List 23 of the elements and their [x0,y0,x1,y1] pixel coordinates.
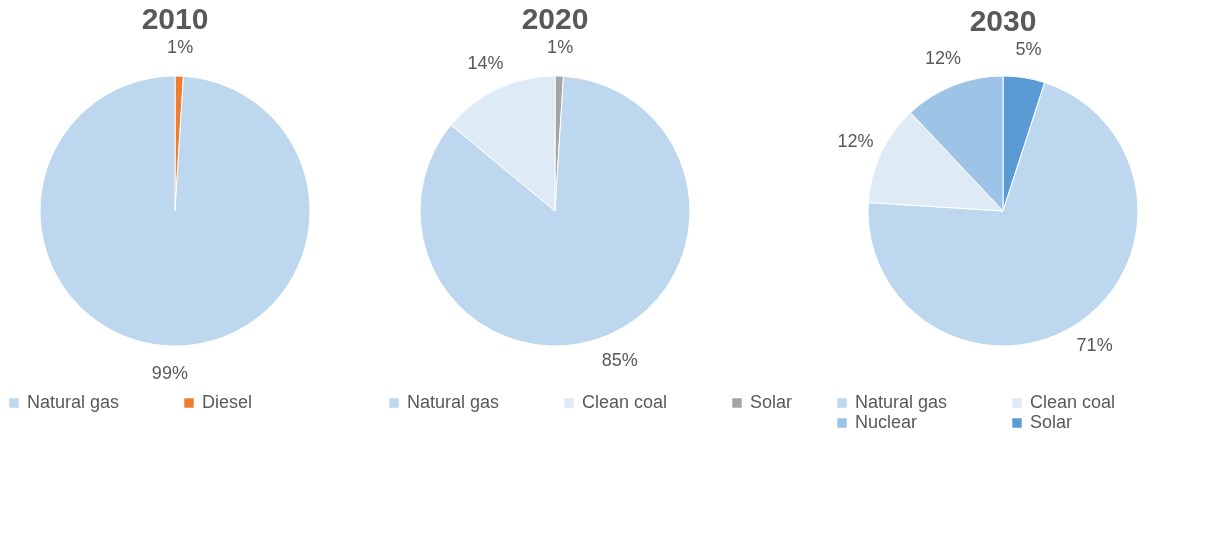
data-label: 5% [1015,39,1042,60]
pie-slice [419,75,691,347]
legend-label: Solar [1030,412,1073,432]
legend-label: Solar [750,392,793,412]
legend-label: Diesel [202,392,253,412]
slice-label: Natural gas [855,392,948,412]
legend-label: Natural gas [27,392,120,412]
legend-label: Clean coal [1030,392,1116,412]
chart-title: 2030 [969,4,1037,38]
chart-title: 2020 [521,2,589,36]
data-label: 12% [837,130,874,151]
data-label: 1% [167,37,194,58]
legend-label: Nuclear [855,412,918,432]
legend-label: Natural gas [407,392,500,412]
data-label: 1% [547,37,574,58]
legend-label: Clean coal [582,392,668,412]
pie-slice [39,75,311,347]
chart-title: 2010 [141,2,209,36]
data-label: 14% [467,52,504,73]
data-label: 99% [151,362,188,383]
data-label: 71% [1076,334,1113,355]
data-label: 12% [924,48,962,69]
data-label: 85% [601,349,638,370]
